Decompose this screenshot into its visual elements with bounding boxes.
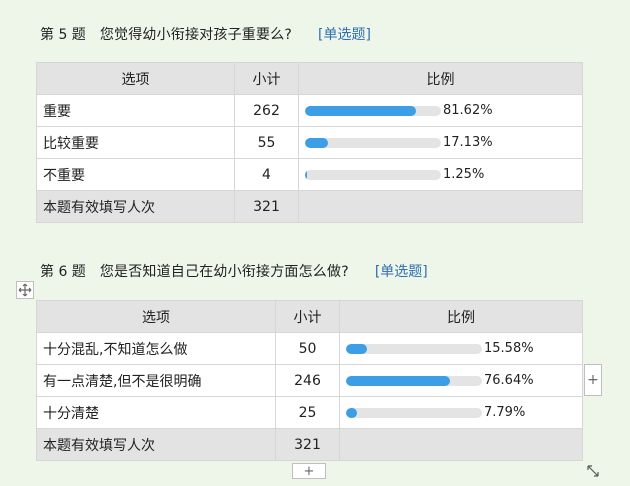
table-header-row: 选项 小计 比例 — [36, 62, 583, 95]
total-row: 本题有效填写人次 321 — [36, 190, 583, 223]
option-label: 不重要 — [36, 158, 235, 191]
progress-bar — [346, 407, 482, 418]
option-count: 55 — [234, 126, 299, 159]
total-count: 321 — [234, 190, 299, 223]
question-number: 第 6 题 — [40, 264, 86, 280]
ratio-cell: 76.64% — [339, 364, 583, 397]
header-count: 小计 — [234, 62, 299, 95]
progress-bar — [346, 343, 482, 354]
question-type-link[interactable]: [单选题] — [374, 264, 428, 280]
question-5-table: 选项 小计 比例 重要 262 81.62% 比较重要 55 17.13% — [36, 62, 583, 223]
progress-bar-fill — [305, 105, 416, 116]
progress-bar-fill — [305, 137, 329, 148]
percent-label: 17.13% — [443, 135, 493, 150]
total-empty-cell — [339, 428, 583, 461]
total-empty-cell — [298, 190, 583, 223]
question-5-title: 第 5 题 您觉得幼小衔接对孩子重要么? [单选题] — [40, 24, 371, 44]
add-row-button[interactable]: + — [292, 463, 326, 479]
table-row: 有一点清楚,但不是很明确 246 76.64% — [36, 364, 583, 397]
option-count: 4 — [234, 158, 299, 191]
header-ratio: 比例 — [298, 62, 583, 95]
ratio-cell: 15.58% — [339, 332, 583, 365]
header-ratio: 比例 — [339, 300, 583, 333]
option-count: 246 — [275, 364, 340, 397]
percent-label: 76.64% — [484, 373, 534, 388]
resize-icon — [587, 465, 599, 477]
option-label: 有一点清楚,但不是很明确 — [36, 364, 276, 397]
option-count: 262 — [234, 94, 299, 127]
percent-label: 81.62% — [443, 103, 493, 118]
option-label: 比较重要 — [36, 126, 235, 159]
question-6-title: 第 6 题 您是否知道自己在幼小衔接方面怎么做? [单选题] — [40, 261, 428, 281]
table-row: 不重要 4 1.25% — [36, 158, 583, 191]
header-count: 小计 — [275, 300, 340, 333]
header-option: 选项 — [36, 62, 235, 95]
ratio-cell: 7.79% — [339, 396, 583, 429]
total-label: 本题有效填写人次 — [36, 428, 276, 461]
progress-bar — [346, 375, 482, 386]
ratio-cell: 1.25% — [298, 158, 583, 191]
ratio-cell: 17.13% — [298, 126, 583, 159]
total-row: 本题有效填写人次 321 — [36, 428, 583, 461]
table-row: 比较重要 55 17.13% — [36, 126, 583, 159]
progress-bar — [305, 105, 441, 116]
question-text: 您是否知道自己在幼小衔接方面怎么做? — [99, 264, 349, 280]
question-text: 您觉得幼小衔接对孩子重要么? — [99, 27, 293, 43]
percent-label: 1.25% — [443, 167, 485, 182]
option-label: 十分清楚 — [36, 396, 276, 429]
question-number: 第 5 题 — [40, 27, 86, 43]
table-move-handle[interactable] — [16, 281, 34, 299]
option-count: 25 — [275, 396, 340, 429]
total-count: 321 — [275, 428, 340, 461]
header-option: 选项 — [36, 300, 276, 333]
table-header-row: 选项 小计 比例 — [36, 300, 583, 333]
add-column-button[interactable]: + — [584, 364, 602, 396]
total-label: 本题有效填写人次 — [36, 190, 235, 223]
ratio-cell: 81.62% — [298, 94, 583, 127]
percent-label: 7.79% — [484, 405, 526, 420]
table-resize-handle[interactable] — [584, 462, 602, 480]
question-6-table: 选项 小计 比例 十分混乱,不知道怎么做 50 15.58% 有一点清楚,但不是… — [36, 300, 583, 461]
option-count: 50 — [275, 332, 340, 365]
table-row: 重要 262 81.62% — [36, 94, 583, 127]
progress-bar-fill — [346, 375, 451, 386]
table-row: 十分混乱,不知道怎么做 50 15.58% — [36, 332, 583, 365]
percent-label: 15.58% — [484, 341, 534, 356]
table-row: 十分清楚 25 7.79% — [36, 396, 583, 429]
question-type-link[interactable]: [单选题] — [318, 27, 371, 43]
progress-bar — [305, 169, 441, 180]
option-label: 重要 — [36, 94, 235, 127]
progress-bar — [305, 137, 441, 148]
progress-bar-fill — [305, 169, 307, 180]
option-label: 十分混乱,不知道怎么做 — [36, 332, 276, 365]
move-icon — [18, 283, 32, 297]
progress-bar-fill — [346, 407, 357, 418]
progress-bar-fill — [346, 343, 368, 354]
